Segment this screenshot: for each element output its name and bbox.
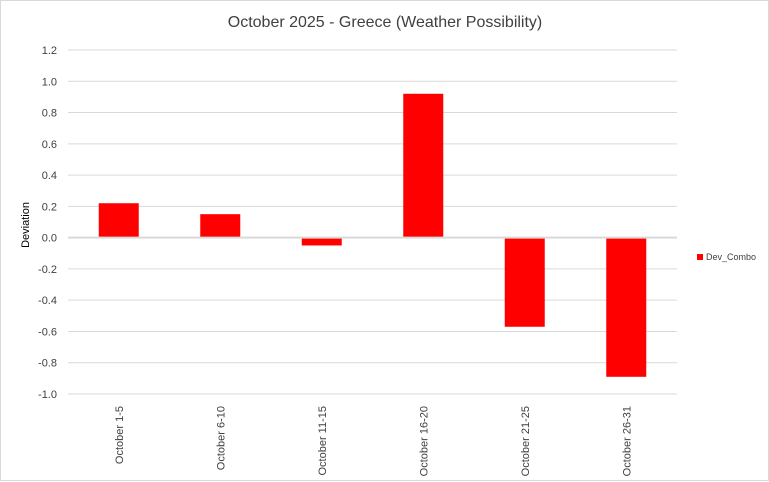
x-axis-tick-labels: October 1-5 October 6-10 October 11-15 Octo…: [114, 406, 634, 476]
y-tick-label: -0.4: [38, 295, 57, 307]
x-tick-label: October 16-20: [418, 406, 430, 476]
bar-october-11-15: [301, 237, 342, 246]
legend: Dev_Combo: [697, 252, 756, 262]
y-tick-label: 1.2: [42, 45, 57, 57]
y-tick-label: -0.2: [38, 264, 57, 276]
y-axis-tick-labels: -1.0 -0.8 -0.6 -0.4 -0.2 0.0 0.2 0.4 0.6 0.8 1.0 1.…: [38, 45, 57, 401]
bar-october-21-25: [504, 237, 545, 327]
y-tick-label: 0.8: [42, 108, 57, 120]
y-axis-title: Deviation: [20, 202, 32, 248]
chart-title: October 2025 - Greece (Weather Possibili…: [228, 14, 543, 31]
y-tick-label: -1.0: [38, 389, 57, 401]
y-tick-label: 0.2: [42, 201, 57, 213]
bars: [98, 93, 647, 377]
x-tick-label: October 11-15: [317, 406, 329, 476]
legend-label-dev-combo: Dev_Combo: [706, 252, 756, 262]
x-tick-label: October 1-5: [114, 406, 126, 464]
y-tick-label: 0.4: [42, 170, 57, 182]
x-tick-label: October 21-25: [520, 406, 532, 476]
x-tick-label: October 26-31: [621, 406, 633, 476]
bar-october-16-20: [403, 93, 444, 238]
bar-october-6-10: [200, 214, 241, 238]
bar-october-26-31: [606, 237, 647, 377]
y-tick-label: -0.6: [38, 326, 57, 338]
y-tick-label: -0.8: [38, 358, 57, 370]
y-tick-label: 1.0: [42, 76, 57, 88]
x-tick-label: October 6-10: [215, 406, 227, 470]
gridlines: [68, 49, 677, 395]
y-tick-label: 0.6: [42, 139, 57, 151]
legend-swatch-dev-combo: [697, 254, 703, 260]
bar-october-1-5: [98, 203, 139, 238]
y-tick-label: 0.0: [42, 233, 57, 245]
